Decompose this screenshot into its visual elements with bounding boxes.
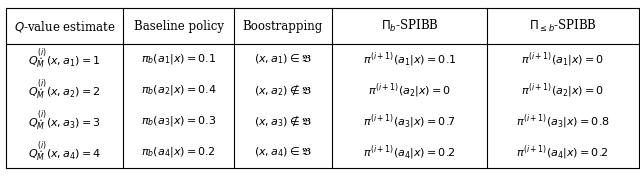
Text: $\Pi_{\leq b}$-SPIBB: $\Pi_{\leq b}$-SPIBB xyxy=(529,18,596,34)
Text: $(x,a_2)\notin\mathfrak{B}$: $(x,a_2)\notin\mathfrak{B}$ xyxy=(254,83,312,98)
Text: Baseline policy: Baseline policy xyxy=(134,20,223,33)
Text: $Q$-value estimate: $Q$-value estimate xyxy=(14,19,116,34)
Text: $\pi^{(i+1)}(a_3|x)=0.7$: $\pi^{(i+1)}(a_3|x)=0.7$ xyxy=(363,112,456,131)
Text: $\pi^{(i+1)}(a_1|x)=0$: $\pi^{(i+1)}(a_1|x)=0$ xyxy=(521,50,604,69)
Text: $\pi_b(a_3|x)=0.3$: $\pi_b(a_3|x)=0.3$ xyxy=(141,114,216,129)
Text: $\pi^{(i+1)}(a_2|x)=0$: $\pi^{(i+1)}(a_2|x)=0$ xyxy=(368,81,451,100)
Text: $\Pi_b$-SPIBB: $\Pi_b$-SPIBB xyxy=(381,18,438,34)
Text: $(x,a_4)\in\mathfrak{B}$: $(x,a_4)\in\mathfrak{B}$ xyxy=(254,146,312,159)
Text: $\pi^{(i+1)}(a_4|x)=0.2$: $\pi^{(i+1)}(a_4|x)=0.2$ xyxy=(516,143,609,162)
Text: $Q^{(i)}_{\hat{M}}(x,a_4)=4$: $Q^{(i)}_{\hat{M}}(x,a_4)=4$ xyxy=(28,141,101,164)
Text: $Q^{(i)}_{\hat{M}}(x,a_3)=3$: $Q^{(i)}_{\hat{M}}(x,a_3)=3$ xyxy=(28,109,101,133)
Text: $\pi_b(a_4|x)=0.2$: $\pi_b(a_4|x)=0.2$ xyxy=(141,145,216,159)
Text: $\pi^{(i+1)}(a_1|x)=0.1$: $\pi^{(i+1)}(a_1|x)=0.1$ xyxy=(363,50,456,69)
Text: $\pi^{(i+1)}(a_4|x)=0.2$: $\pi^{(i+1)}(a_4|x)=0.2$ xyxy=(363,143,456,162)
Text: $\pi^{(i+1)}(a_2|x)=0$: $\pi^{(i+1)}(a_2|x)=0$ xyxy=(521,81,604,100)
Text: Boostrapping: Boostrapping xyxy=(243,20,323,33)
Text: $(x,a_1)\in\mathfrak{B}$: $(x,a_1)\in\mathfrak{B}$ xyxy=(254,53,312,66)
Text: $(x,a_3)\notin\mathfrak{B}$: $(x,a_3)\notin\mathfrak{B}$ xyxy=(254,114,312,129)
Text: $\pi^{(i+1)}(a_3|x)=0.8$: $\pi^{(i+1)}(a_3|x)=0.8$ xyxy=(516,112,609,131)
Text: $Q^{(i)}_{\hat{M}}(x,a_1)=1$: $Q^{(i)}_{\hat{M}}(x,a_1)=1$ xyxy=(28,48,101,71)
Text: $\pi_b(a_2|x)=0.4$: $\pi_b(a_2|x)=0.4$ xyxy=(141,84,216,97)
Text: $Q^{(i)}_{\hat{M}}(x,a_2)=2$: $Q^{(i)}_{\hat{M}}(x,a_2)=2$ xyxy=(28,78,101,102)
Text: $\pi_b(a_1|x)=0.1$: $\pi_b(a_1|x)=0.1$ xyxy=(141,52,216,66)
